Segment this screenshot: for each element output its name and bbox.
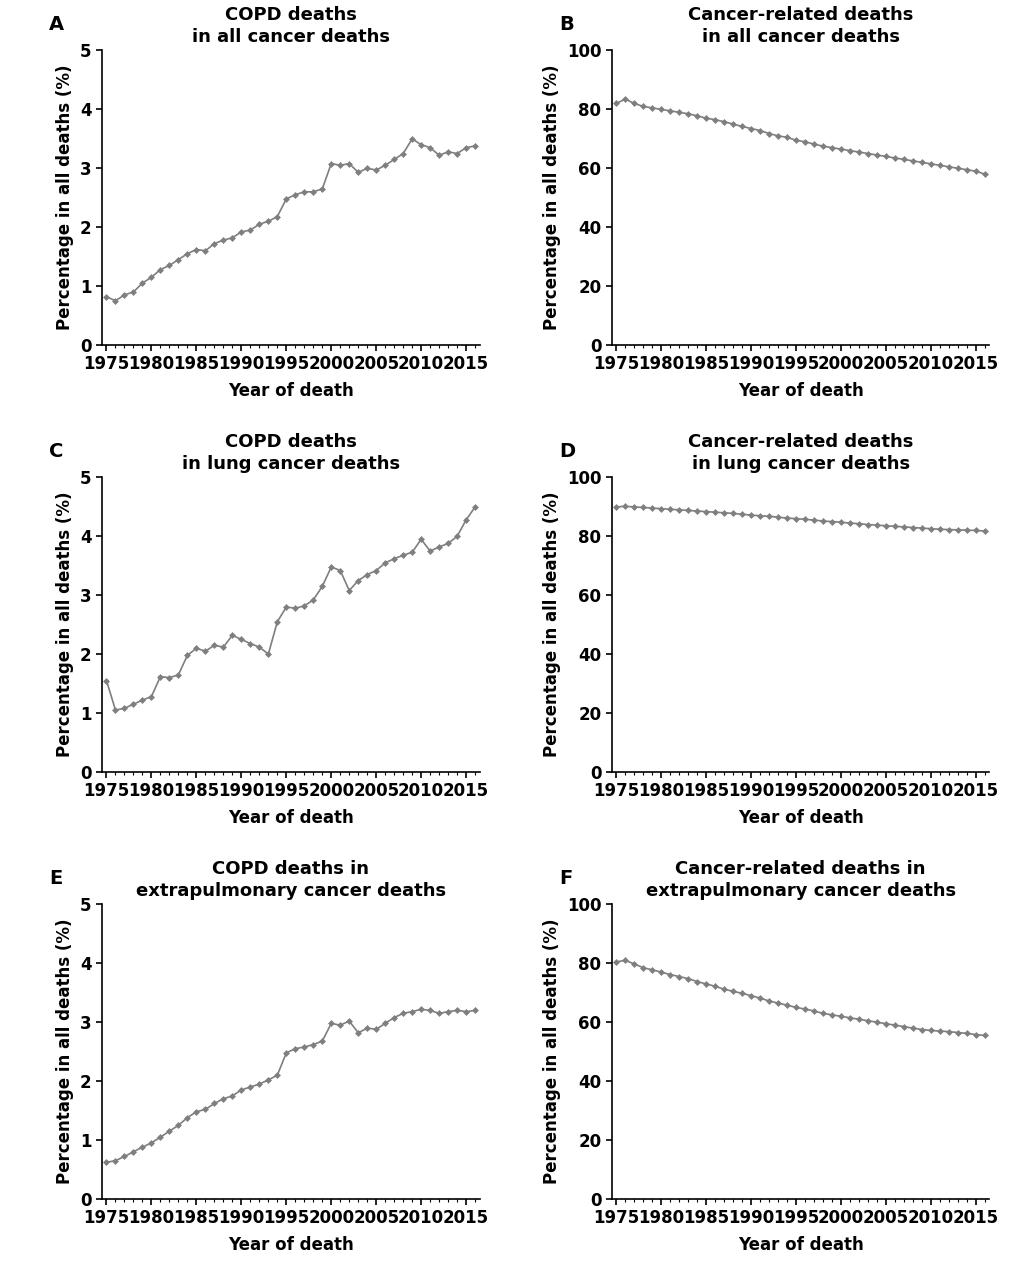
X-axis label: Year of death: Year of death [737, 381, 863, 400]
Text: D: D [558, 442, 575, 461]
Title: COPD deaths
in lung cancer deaths: COPD deaths in lung cancer deaths [181, 433, 399, 473]
Text: E: E [49, 870, 62, 888]
Y-axis label: Percentage in all deaths (%): Percentage in all deaths (%) [56, 492, 74, 757]
Text: C: C [49, 442, 63, 461]
X-axis label: Year of death: Year of death [227, 381, 354, 400]
X-axis label: Year of death: Year of death [227, 809, 354, 827]
Y-axis label: Percentage in all deaths (%): Percentage in all deaths (%) [56, 919, 74, 1185]
Text: B: B [558, 15, 573, 34]
Title: Cancer-related deaths
in all cancer deaths: Cancer-related deaths in all cancer deat… [687, 6, 912, 47]
Title: COPD deaths in
extrapulmonary cancer deaths: COPD deaths in extrapulmonary cancer dea… [136, 859, 445, 900]
Y-axis label: Percentage in all deaths (%): Percentage in all deaths (%) [56, 64, 74, 331]
X-axis label: Year of death: Year of death [227, 1235, 354, 1253]
Title: COPD deaths
in all cancer deaths: COPD deaths in all cancer deaths [192, 6, 389, 47]
X-axis label: Year of death: Year of death [737, 1235, 863, 1253]
Text: F: F [558, 870, 572, 888]
Y-axis label: Percentage in all deaths (%): Percentage in all deaths (%) [543, 919, 560, 1185]
Y-axis label: Percentage in all deaths (%): Percentage in all deaths (%) [543, 492, 560, 757]
Title: Cancer-related deaths in
extrapulmonary cancer deaths: Cancer-related deaths in extrapulmonary … [645, 859, 955, 900]
Text: A: A [49, 15, 64, 34]
Title: Cancer-related deaths
in lung cancer deaths: Cancer-related deaths in lung cancer dea… [687, 433, 912, 473]
Y-axis label: Percentage in all deaths (%): Percentage in all deaths (%) [543, 64, 560, 331]
X-axis label: Year of death: Year of death [737, 809, 863, 827]
